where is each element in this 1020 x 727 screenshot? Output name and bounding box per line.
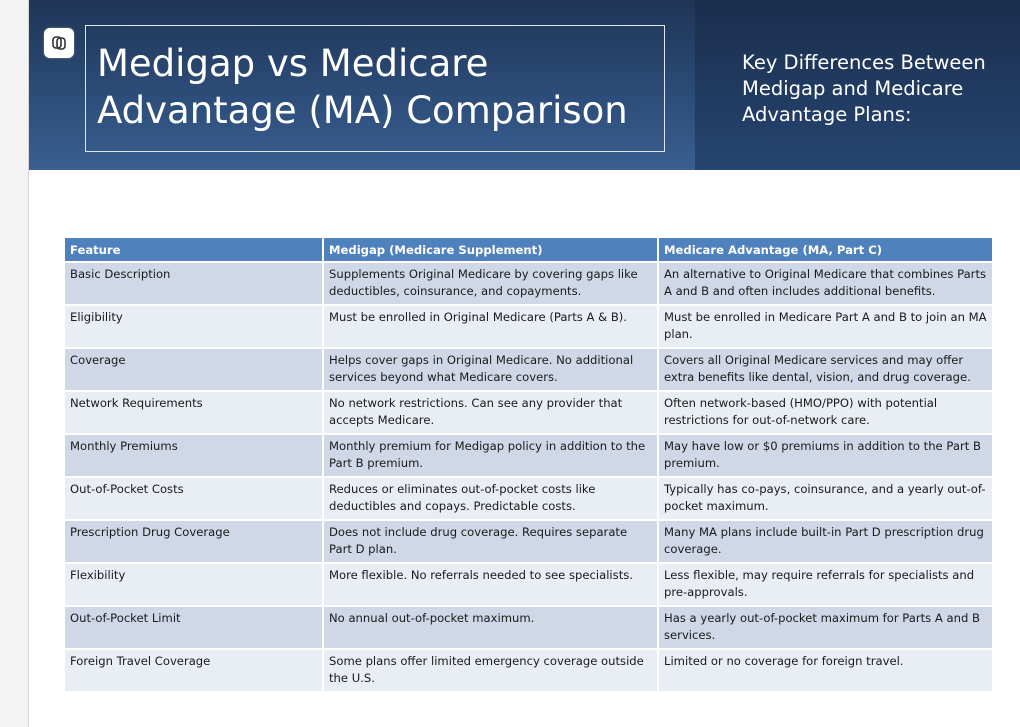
table-cell: Helps cover gaps in Original Medicare. N… [323, 347, 659, 391]
table-cell: Less flexible, may require referrals for… [658, 562, 994, 606]
table-cell: Flexibility [65, 562, 324, 606]
table-cell: Out-of-Pocket Costs [65, 476, 324, 520]
table-cell: Monthly premium for Medigap policy in ad… [323, 433, 659, 477]
table-cell: Has a yearly out-of-pocket maximum for P… [658, 605, 994, 649]
table-row: Network Requirements No network restricti… [65, 390, 994, 434]
table-cell: May have low or $0 premiums in addition … [658, 433, 994, 477]
table-cell: Foreign Travel Coverage [65, 648, 324, 691]
column-header: Medicare Advantage (MA, Part C) [658, 238, 994, 262]
table-row: Basic Description Supplements Original Me… [65, 261, 994, 305]
header-row: Feature Medigap (Medicare Supplement) Medi… [65, 238, 994, 262]
table-cell: Often network-based (HMO/PPO) with poten… [658, 390, 994, 434]
table-row: Flexibility More flexible. No referrals n… [65, 562, 994, 606]
table-cell: Does not include drug coverage. Requires… [323, 519, 659, 563]
title: Medigap vs Medicare Advantage (MA) Compa… [97, 42, 628, 132]
side-strip [0, 0, 29, 727]
table-cell: Must be enrolled in Original Medicare (P… [323, 304, 659, 348]
table-cell: Some plans offer limited emergency cover… [323, 648, 659, 691]
table-cell: Network Requirements [65, 390, 324, 434]
table-cell: An alternative to Original Medicare that… [658, 261, 994, 305]
column-header: Feature [65, 238, 324, 262]
table-row: Monthly Premiums Monthly premium for Medi… [65, 433, 994, 477]
header-band-right [695, 0, 1020, 170]
table-cell: Monthly Premiums [65, 433, 324, 477]
table-row: Out-of-Pocket Limit No annual out-of-pock… [65, 605, 994, 649]
column-header: Medigap (Medicare Supplement) [323, 238, 659, 262]
title-frame [85, 25, 665, 152]
table-cell: Many MA plans include built-in Part D pr… [658, 519, 994, 563]
table-row: Eligibility Must be enrolled in Original … [65, 304, 994, 348]
table-cell: Covers all Original Medicare services an… [658, 347, 994, 391]
table-cell: Coverage [65, 347, 324, 391]
table-cell: Limited or no coverage for foreign trave… [658, 648, 994, 691]
table-cell: No network restrictions. Can see any pro… [323, 390, 659, 434]
table-row: Prescription Drug Coverage Does not inclu… [65, 519, 994, 563]
table-row: Foreign Travel Coverage Some plans offer … [65, 648, 994, 691]
table-cell: Reduces or eliminates out-of-pocket cost… [323, 476, 659, 520]
table-cell: Supplements Original Medicare by coverin… [323, 261, 659, 305]
table-cell: Out-of-Pocket Limit [65, 605, 324, 649]
table-cell: Eligibility [65, 304, 324, 348]
table-cell: Must be enrolled in Medicare Part A and … [658, 304, 994, 348]
table-row: Coverage Helps cover gaps in Original Med… [65, 347, 994, 391]
copilot-icon[interactable] [44, 28, 74, 58]
table-cell: No annual out-of-pocket maximum. [323, 605, 659, 649]
table-row: Out-of-Pocket Costs Reduces or eliminates… [65, 476, 994, 520]
table-cell: Basic Description [65, 261, 324, 305]
subtitle: Key Differences Between Medigap and Medi… [742, 51, 986, 126]
table-cell: Typically has co-pays, coinsurance, and … [658, 476, 994, 520]
comparison-table: Feature Medigap (Medicare Supplement) Medi… [65, 238, 994, 691]
icon-glyph [52, 36, 66, 50]
table-cell: More flexible. No referrals needed to se… [323, 562, 659, 606]
table-cell: Prescription Drug Coverage [65, 519, 324, 563]
